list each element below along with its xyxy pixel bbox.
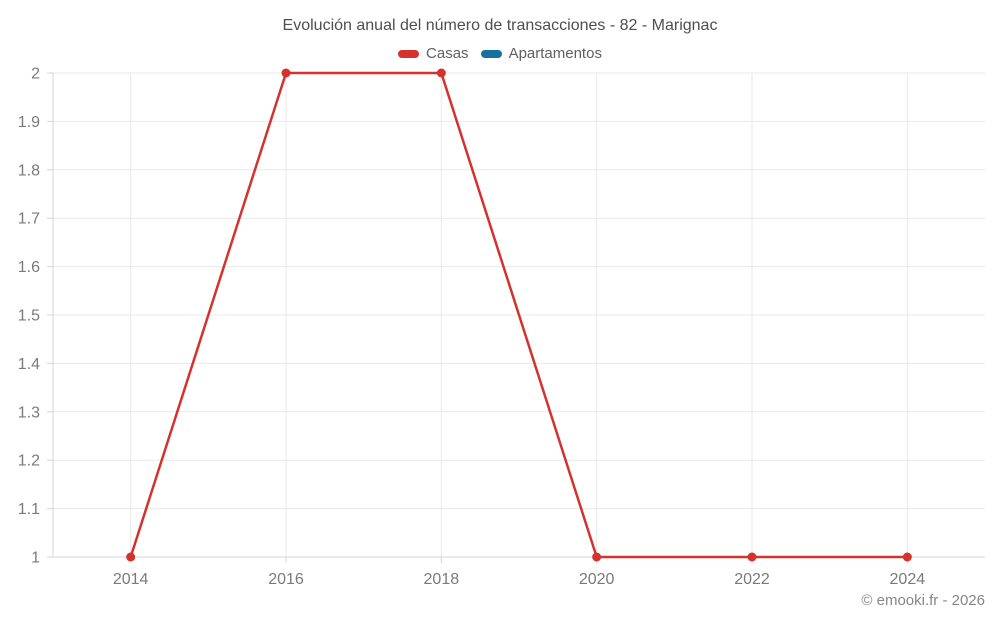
legend-label-apartamentos: Apartamentos xyxy=(508,45,602,62)
chart-legend: Casas Apartamentos xyxy=(0,45,1000,62)
svg-text:2: 2 xyxy=(31,66,40,83)
svg-text:2020: 2020 xyxy=(579,571,615,588)
legend-item-apartamentos[interactable]: Apartamentos xyxy=(480,45,602,62)
svg-text:1.2: 1.2 xyxy=(18,453,40,470)
copyright-text: © emooki.fr - 2026 xyxy=(861,592,985,609)
svg-text:1.4: 1.4 xyxy=(18,356,40,373)
svg-text:1.5: 1.5 xyxy=(18,308,40,325)
svg-text:2022: 2022 xyxy=(734,571,770,588)
svg-text:1.1: 1.1 xyxy=(18,501,40,518)
legend-swatch-apartamentos-icon xyxy=(480,49,502,58)
svg-text:1: 1 xyxy=(31,550,40,567)
svg-text:1.3: 1.3 xyxy=(18,404,40,421)
svg-text:1.7: 1.7 xyxy=(18,211,40,228)
svg-text:1.9: 1.9 xyxy=(18,114,40,131)
chart-title: Evolución anual del número de transaccio… xyxy=(282,17,718,34)
svg-text:1.6: 1.6 xyxy=(18,259,40,276)
legend-label-casas: Casas xyxy=(426,45,469,62)
svg-text:2014: 2014 xyxy=(113,571,149,588)
legend-swatch-casas-icon xyxy=(398,49,420,58)
svg-text:1.8: 1.8 xyxy=(18,162,40,179)
svg-text:2016: 2016 xyxy=(268,571,304,588)
svg-text:2024: 2024 xyxy=(890,571,926,588)
legend-item-casas[interactable]: Casas xyxy=(398,45,469,62)
svg-text:2018: 2018 xyxy=(424,571,460,588)
